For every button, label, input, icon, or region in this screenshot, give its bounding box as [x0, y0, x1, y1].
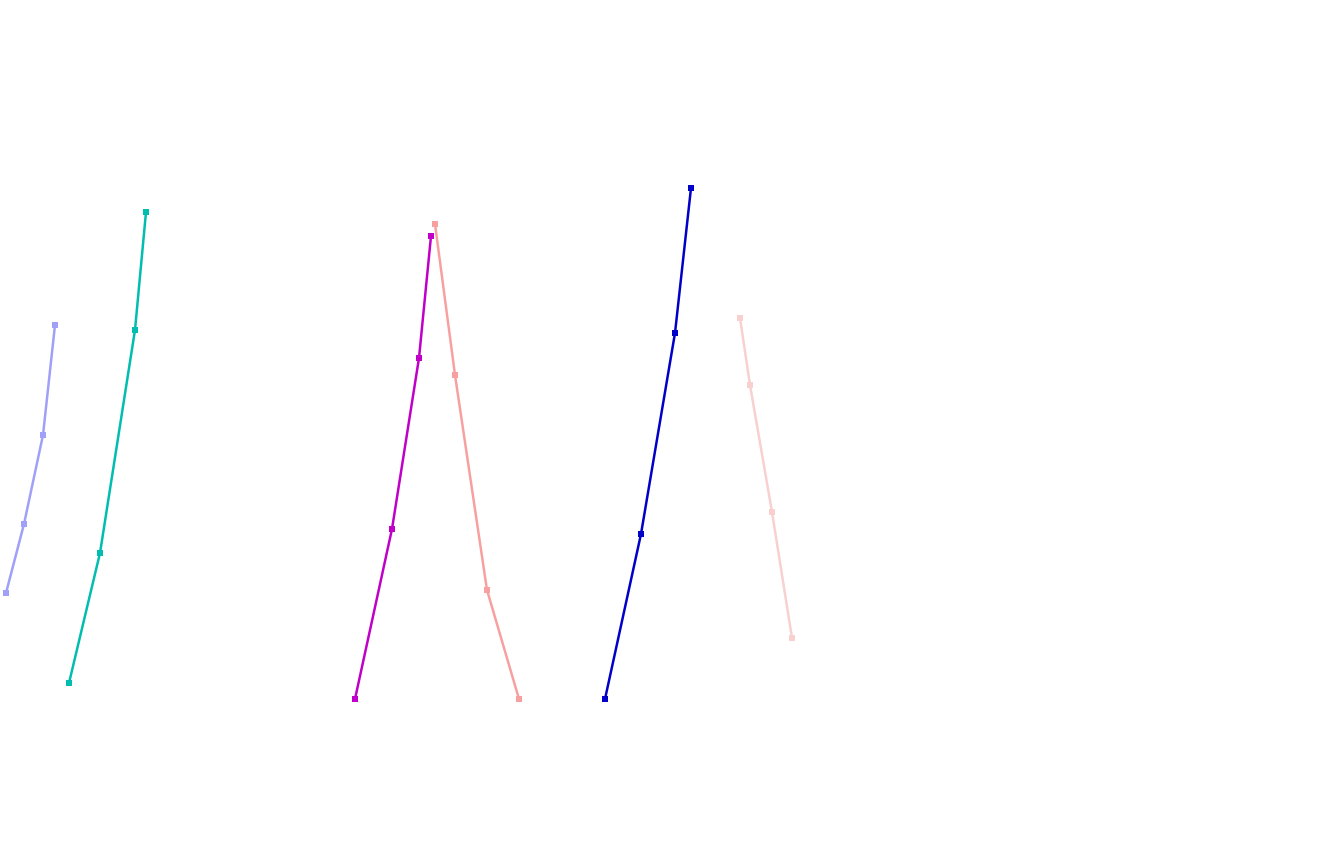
- plot-area: [3, 185, 795, 702]
- data-point: [143, 209, 149, 215]
- series-line: [67, 210, 148, 685]
- data-point: [66, 680, 72, 686]
- series-line: [4, 323, 57, 595]
- data-point: [40, 432, 46, 438]
- data-point: [432, 221, 438, 227]
- data-point: [389, 526, 395, 532]
- data-point: [132, 327, 138, 333]
- series-line: [433, 222, 521, 701]
- data-point: [428, 233, 434, 239]
- data-point: [672, 330, 678, 336]
- series-5: [602, 185, 694, 702]
- data-point: [21, 521, 27, 527]
- data-point: [602, 696, 608, 702]
- data-point: [789, 635, 795, 641]
- series-4: [432, 221, 522, 702]
- data-point: [452, 372, 458, 378]
- data-point: [516, 696, 522, 702]
- data-point: [52, 322, 58, 328]
- data-point: [737, 315, 743, 321]
- data-point: [638, 531, 644, 537]
- series-line: [738, 316, 794, 640]
- data-point: [688, 185, 694, 191]
- data-point: [747, 382, 753, 388]
- series-line: [603, 186, 693, 701]
- series-3: [352, 233, 434, 702]
- series-1: [3, 322, 58, 596]
- series-line: [353, 234, 433, 701]
- data-point: [3, 590, 9, 596]
- data-point: [484, 587, 490, 593]
- data-point: [97, 550, 103, 556]
- data-point: [769, 509, 775, 515]
- series-6: [737, 315, 795, 641]
- data-point: [352, 696, 358, 702]
- data-point: [416, 355, 422, 361]
- series-2: [66, 209, 149, 686]
